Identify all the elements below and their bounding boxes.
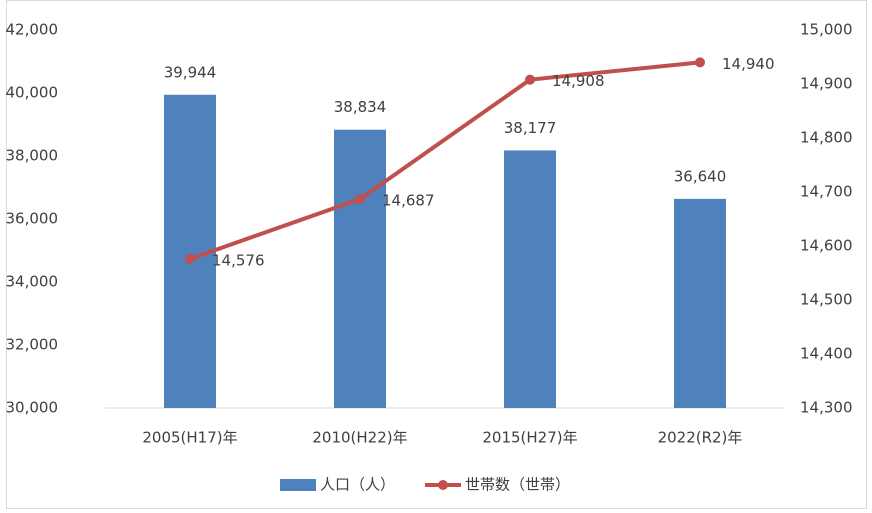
- bar: [334, 129, 386, 408]
- y-tick-label: 38,000: [6, 147, 59, 165]
- x-tick-label: 2010(H22)年: [312, 429, 407, 447]
- data-label: 14,940: [722, 55, 775, 73]
- data-label: 36,640: [674, 167, 727, 185]
- y2-tick-label: 14,800: [800, 129, 853, 147]
- y2-tick-label: 15,000: [800, 21, 853, 39]
- data-label: 14,687: [382, 192, 435, 210]
- line-marker: [695, 57, 705, 68]
- y2-tick-label: 14,600: [800, 237, 853, 255]
- x-tick-label: 2005(H17)年: [142, 429, 237, 447]
- y-tick-label: 42,000: [6, 21, 59, 39]
- y2-tick-label: 14,400: [800, 345, 853, 363]
- bar: [674, 198, 726, 408]
- y-tick-label: 32,000: [6, 336, 59, 354]
- line-marker: [185, 253, 195, 264]
- data-label: 14,576: [212, 251, 265, 269]
- y2-tick-label: 14,900: [800, 75, 853, 93]
- x-tick-label: 2022(R2)年: [658, 429, 743, 447]
- y2-tick-label: 14,700: [800, 183, 853, 201]
- data-label: 14,908: [552, 72, 605, 90]
- legend-label: 世帯数（世帯）: [465, 476, 570, 494]
- legend-swatch: [280, 479, 316, 491]
- y-tick-label: 40,000: [6, 84, 59, 102]
- y-tick-label: 30,000: [6, 399, 59, 417]
- y-tick-label: 34,000: [6, 273, 59, 291]
- y2-tick-label: 14,500: [800, 291, 853, 309]
- line-marker: [525, 74, 535, 85]
- data-label: 38,177: [504, 119, 557, 137]
- x-tick-label: 2015(H27)年: [482, 429, 577, 447]
- data-label: 39,944: [164, 63, 217, 81]
- bar: [504, 150, 556, 408]
- y2-tick-label: 14,300: [800, 399, 853, 417]
- line: [189, 60, 701, 261]
- line-marker: [355, 194, 365, 205]
- data-label: 38,834: [334, 98, 387, 116]
- legend-swatch: [438, 480, 449, 490]
- y-tick-label: 36,000: [6, 210, 59, 228]
- legend-label: 人口（人）: [320, 476, 395, 494]
- chart-frame: [6, 0, 867, 509]
